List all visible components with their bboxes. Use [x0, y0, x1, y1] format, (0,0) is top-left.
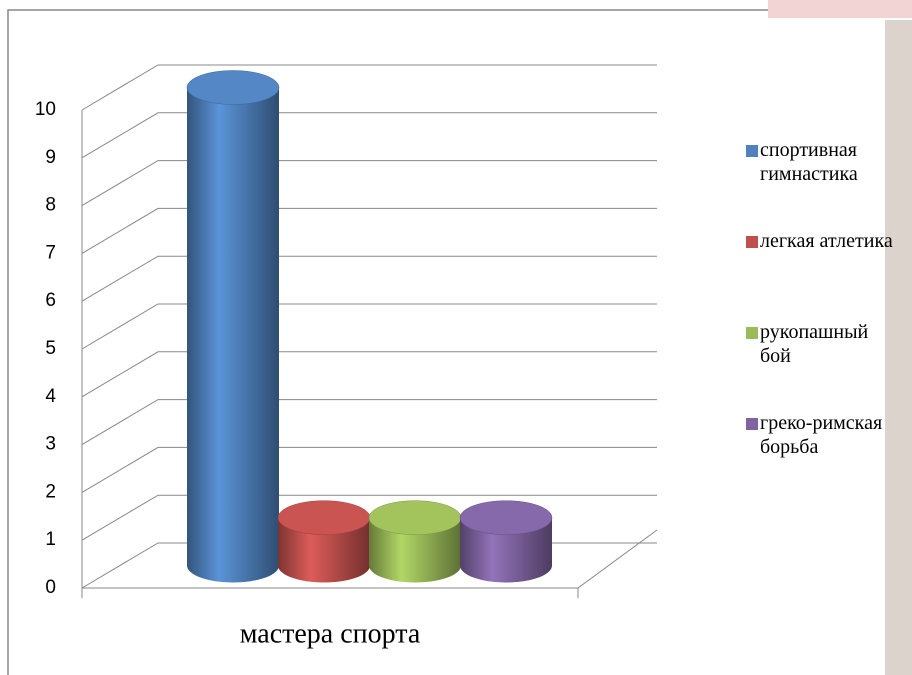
bar-body: [187, 88, 279, 583]
bar: [278, 501, 370, 583]
bar: [187, 71, 279, 583]
bar-top: [278, 501, 370, 535]
y-tick-label: 9: [45, 147, 56, 168]
grid-line: [82, 256, 657, 301]
bar: [460, 501, 552, 583]
y-tick-label: 1: [45, 529, 56, 550]
page: 0 1 2 3 4 5 6 7 8 9 10 мастера спорта спортивная ги…: [0, 0, 912, 675]
legend-swatch: [746, 327, 758, 339]
legend-label: легкая атлетика: [760, 229, 900, 253]
background-photo: [768, 0, 912, 18]
legend-label: греко-римская борьба: [760, 411, 900, 459]
bar-top: [369, 501, 461, 535]
y-tick-label: 10: [35, 99, 56, 120]
y-tick-label: 6: [45, 290, 56, 311]
legend-label: спортивная гимнастика: [760, 138, 900, 186]
grid-line: [82, 113, 657, 158]
legend-label: рукопашный бой: [760, 320, 900, 368]
x-tick-label: мастера спорта: [240, 618, 421, 649]
legend-swatch: [746, 418, 758, 430]
grid-line: [82, 447, 657, 492]
y-tick-label: 8: [45, 195, 56, 216]
grid-line: [82, 304, 657, 349]
y-tick-label: 7: [45, 242, 56, 263]
grid-line: [82, 400, 657, 445]
y-tick-label: 4: [45, 386, 56, 407]
grid-line: [82, 161, 657, 206]
y-tick-label: 0: [45, 577, 56, 598]
bar: [369, 501, 461, 583]
y-tick-label: 3: [45, 434, 56, 455]
bar-top: [187, 71, 279, 105]
legend-swatch: [746, 236, 758, 248]
bar-top: [460, 501, 552, 535]
legend-swatch: [746, 145, 758, 157]
grid-line: [82, 352, 657, 397]
y-tick-label: 5: [45, 338, 56, 359]
grid-line: [82, 208, 657, 253]
grid-line: [82, 65, 657, 110]
y-tick-label: 2: [45, 481, 56, 502]
